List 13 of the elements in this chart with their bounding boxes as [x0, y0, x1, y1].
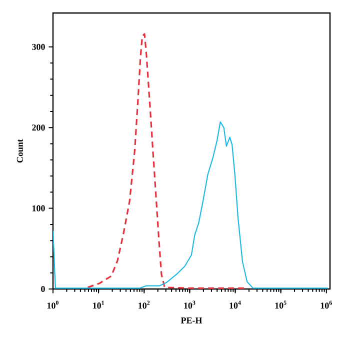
y-tick-label: 200	[32, 124, 45, 131]
x-tick-label: 10$^{6}$	[320, 300, 332, 309]
x-tick-label: 10$^{1}$	[93, 300, 104, 309]
y-axis-title: Count	[16, 139, 23, 163]
x-tick-label: 10$^{0}$	[47, 300, 59, 309]
y-tick-label: 300	[32, 44, 45, 50]
y-tick-label: 0	[41, 286, 45, 292]
x-tick-label: 10$^{5}$	[275, 300, 286, 309]
x-axis-title: PE-H	[180, 317, 202, 324]
x-tick-label: 10$^{2}$	[138, 300, 150, 309]
y-tick-label: 100	[32, 205, 45, 212]
x-tick-label: 10$^{4}$	[230, 300, 241, 309]
x-tick-label: 10$^{3}$	[184, 300, 196, 309]
